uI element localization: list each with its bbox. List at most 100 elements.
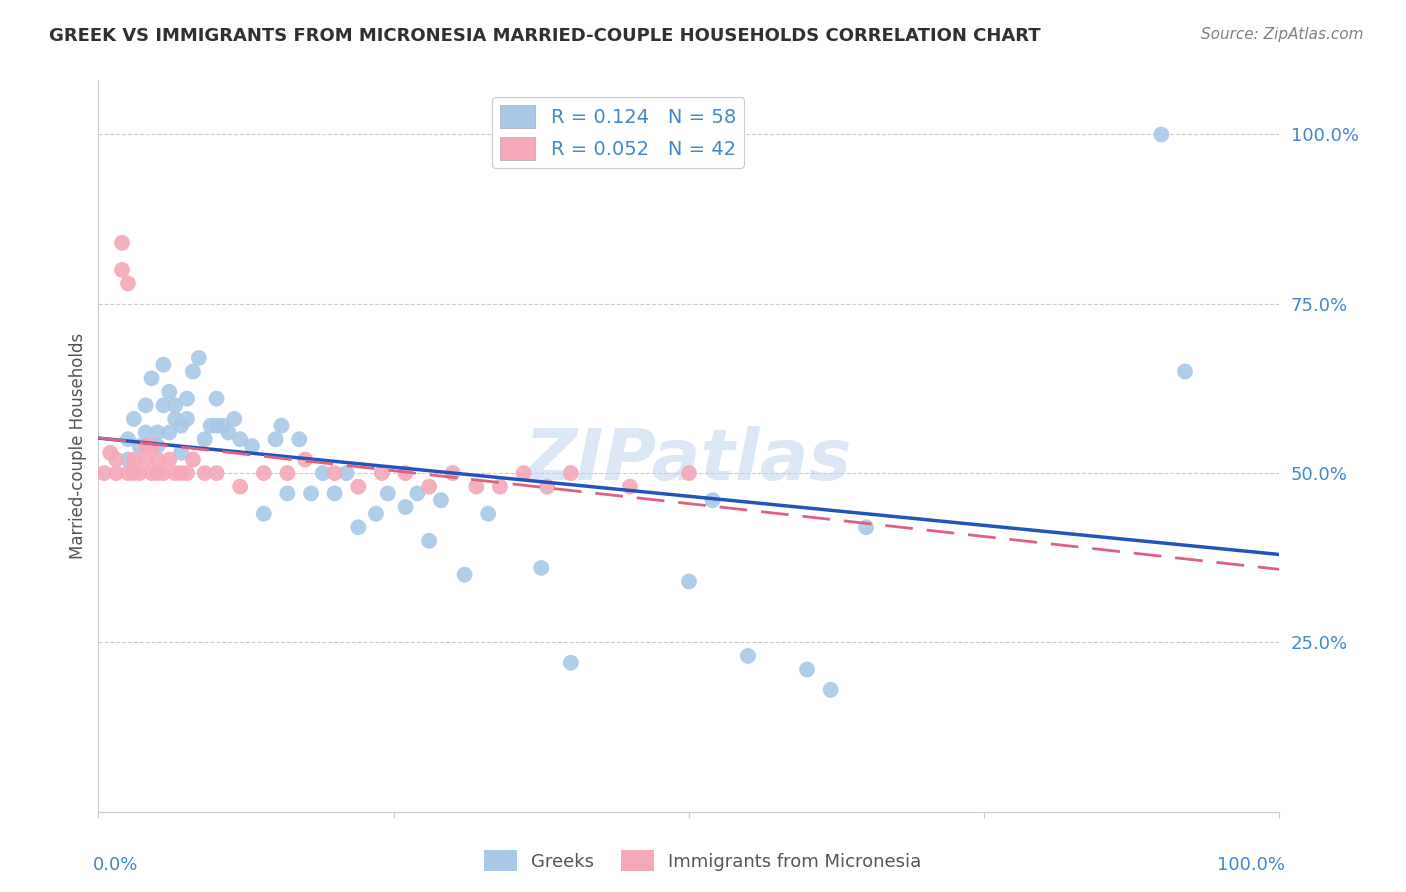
Text: GREEK VS IMMIGRANTS FROM MICRONESIA MARRIED-COUPLE HOUSEHOLDS CORRELATION CHART: GREEK VS IMMIGRANTS FROM MICRONESIA MARR…	[49, 27, 1040, 45]
Point	[253, 507, 276, 521]
Point	[141, 371, 163, 385]
Point	[560, 466, 582, 480]
Point	[394, 500, 416, 514]
Point	[264, 432, 287, 446]
Point	[146, 439, 169, 453]
Point	[347, 520, 370, 534]
Point	[135, 398, 157, 412]
Point	[170, 418, 193, 433]
Point	[294, 452, 316, 467]
Point	[128, 439, 150, 453]
Point	[98, 446, 121, 460]
Point	[117, 432, 139, 446]
Point	[377, 486, 399, 500]
Point	[453, 567, 475, 582]
Point	[371, 466, 394, 480]
Point	[465, 480, 488, 494]
Point	[430, 493, 453, 508]
Point	[737, 648, 759, 663]
Point	[122, 466, 145, 480]
Point	[170, 446, 193, 460]
Point	[200, 418, 222, 433]
Point	[117, 466, 139, 480]
Point	[678, 574, 700, 589]
Text: Source: ZipAtlas.com: Source: ZipAtlas.com	[1201, 27, 1364, 42]
Point	[323, 466, 346, 480]
Y-axis label: Married-couple Households: Married-couple Households	[69, 333, 87, 559]
Point	[141, 466, 163, 480]
Point	[347, 480, 370, 494]
Point	[288, 432, 311, 446]
Point	[270, 418, 292, 433]
Point	[157, 384, 180, 399]
Point	[122, 412, 145, 426]
Point	[536, 480, 558, 494]
Point	[157, 425, 180, 440]
Point	[678, 466, 700, 480]
Point	[194, 432, 217, 446]
Point	[194, 466, 217, 480]
Point	[323, 486, 346, 500]
Point	[394, 466, 416, 480]
Point	[157, 452, 180, 467]
Text: 0.0%: 0.0%	[93, 855, 138, 873]
Point	[224, 412, 246, 426]
Point	[211, 418, 233, 433]
Point	[229, 480, 252, 494]
Point	[406, 486, 429, 500]
Point	[176, 412, 198, 426]
Point	[253, 466, 276, 480]
Point	[1150, 128, 1173, 142]
Point	[93, 466, 115, 480]
Point	[135, 439, 157, 453]
Point	[181, 452, 204, 467]
Point	[135, 452, 157, 467]
Point	[217, 425, 239, 440]
Point	[702, 493, 724, 508]
Point	[165, 398, 187, 412]
Point	[229, 432, 252, 446]
Point	[152, 466, 174, 480]
Point	[141, 439, 163, 453]
Point	[418, 533, 440, 548]
Point	[441, 466, 464, 480]
Point	[276, 466, 298, 480]
Point	[205, 418, 228, 433]
Point	[560, 656, 582, 670]
Point	[855, 520, 877, 534]
Text: ZIPatlas: ZIPatlas	[526, 426, 852, 495]
Point	[619, 480, 641, 494]
Point	[146, 425, 169, 440]
Point	[135, 425, 157, 440]
Point	[240, 439, 263, 453]
Point	[187, 351, 209, 365]
Point	[176, 466, 198, 480]
Point	[312, 466, 335, 480]
Point	[796, 663, 818, 677]
Legend: R = 0.124   N = 58, R = 0.052   N = 42: R = 0.124 N = 58, R = 0.052 N = 42	[492, 97, 744, 168]
Point	[176, 392, 198, 406]
Point	[276, 486, 298, 500]
Point	[477, 507, 499, 521]
Point	[364, 507, 387, 521]
Point	[181, 364, 204, 378]
Point	[530, 561, 553, 575]
Point	[117, 452, 139, 467]
Point	[489, 480, 512, 494]
Point	[152, 358, 174, 372]
Point	[205, 392, 228, 406]
Point	[146, 466, 169, 480]
Point	[299, 486, 322, 500]
Point	[165, 466, 187, 480]
Point	[111, 235, 134, 250]
Point	[105, 452, 128, 467]
Point	[111, 263, 134, 277]
Point	[512, 466, 534, 480]
Point	[105, 466, 128, 480]
Point	[820, 682, 842, 697]
Point	[335, 466, 357, 480]
Point	[122, 452, 145, 467]
Point	[1174, 364, 1197, 378]
Point	[165, 412, 187, 426]
Point	[128, 466, 150, 480]
